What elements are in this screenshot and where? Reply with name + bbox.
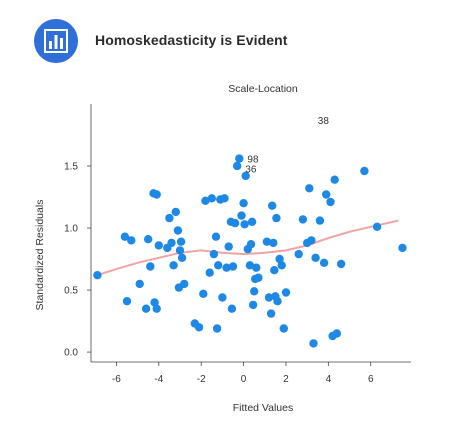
data-point bbox=[315, 216, 325, 225]
data-point bbox=[228, 262, 238, 271]
data-point bbox=[247, 217, 257, 226]
data-point bbox=[250, 287, 259, 296]
data-point bbox=[169, 261, 178, 270]
data-point bbox=[273, 297, 282, 306]
data-point bbox=[175, 246, 185, 255]
data-point bbox=[199, 289, 208, 298]
data-point bbox=[214, 261, 223, 270]
data-point bbox=[305, 184, 314, 193]
data-point bbox=[205, 268, 214, 277]
data-point bbox=[209, 249, 219, 259]
data-point bbox=[207, 194, 216, 203]
y-tick-label: 1.5 bbox=[64, 162, 78, 173]
data-point bbox=[93, 271, 102, 280]
data-point bbox=[233, 161, 242, 171]
data-point bbox=[332, 329, 341, 338]
data-point bbox=[277, 261, 286, 270]
x-tick-label: 6 bbox=[368, 374, 374, 385]
chart-title: Scale-Location bbox=[228, 83, 298, 95]
data-point bbox=[239, 199, 248, 208]
data-point bbox=[326, 197, 335, 207]
data-point bbox=[165, 213, 174, 223]
data-point bbox=[279, 324, 288, 333]
y-tick-label: 1.0 bbox=[64, 224, 78, 235]
data-point bbox=[336, 259, 346, 269]
data-point bbox=[235, 154, 244, 163]
data-point bbox=[311, 253, 320, 262]
data-point bbox=[398, 243, 407, 253]
data-point bbox=[173, 226, 183, 235]
data-point bbox=[237, 211, 246, 220]
data-point bbox=[240, 220, 249, 229]
data-point bbox=[144, 235, 153, 244]
point-annotation: 98 bbox=[247, 155, 259, 166]
data-point bbox=[201, 196, 210, 205]
data-point bbox=[241, 171, 250, 181]
data-point bbox=[211, 232, 221, 241]
data-point bbox=[269, 238, 278, 248]
x-tick-label: 2 bbox=[283, 374, 289, 385]
y-tick-label: 0.5 bbox=[64, 286, 78, 297]
smooth-trend-line bbox=[97, 219, 399, 277]
data-point bbox=[176, 237, 186, 246]
data-point bbox=[230, 218, 240, 228]
x-tick-label: 0 bbox=[241, 374, 247, 385]
data-point bbox=[281, 288, 291, 297]
page-header: Homoskedasticity is Evident bbox=[0, 0, 474, 80]
data-point bbox=[224, 242, 233, 251]
bar-chart-icon bbox=[34, 19, 78, 63]
data-point bbox=[254, 273, 263, 282]
x-tick-label: -2 bbox=[197, 374, 206, 385]
data-point bbox=[220, 194, 229, 203]
point-annotation: 36 bbox=[245, 165, 257, 176]
x-tick-label: -6 bbox=[112, 374, 121, 385]
data-point bbox=[266, 309, 276, 318]
data-point bbox=[218, 293, 227, 302]
data-point bbox=[141, 304, 151, 313]
data-point bbox=[127, 236, 136, 245]
data-point bbox=[245, 261, 255, 270]
data-point bbox=[248, 300, 258, 310]
data-point bbox=[135, 279, 144, 289]
data-point bbox=[190, 319, 199, 328]
data-point bbox=[270, 266, 279, 275]
data-point bbox=[298, 215, 308, 224]
data-point bbox=[268, 201, 277, 210]
data-point bbox=[150, 298, 159, 307]
data-point bbox=[262, 237, 272, 246]
data-point bbox=[307, 236, 316, 245]
data-point bbox=[152, 190, 161, 199]
data-point bbox=[171, 207, 180, 217]
data-point bbox=[252, 263, 261, 272]
data-point bbox=[177, 253, 187, 262]
data-point bbox=[146, 262, 155, 271]
data-point bbox=[246, 240, 256, 249]
data-point bbox=[122, 297, 132, 306]
data-point bbox=[264, 293, 274, 302]
data-point bbox=[322, 190, 331, 199]
data-point bbox=[294, 249, 303, 259]
data-point bbox=[180, 279, 189, 289]
data-point bbox=[167, 238, 176, 248]
data-point bbox=[154, 241, 163, 250]
y-axis-label: Standardized Residuals bbox=[34, 200, 46, 311]
x-axis-label: Fitted Values bbox=[233, 402, 294, 414]
data-point bbox=[212, 324, 222, 333]
data-point bbox=[227, 304, 237, 313]
data-point bbox=[222, 263, 231, 272]
x-tick-label: -4 bbox=[154, 374, 163, 385]
data-point bbox=[120, 232, 130, 241]
data-point bbox=[360, 166, 369, 176]
data-point bbox=[330, 175, 339, 184]
x-tick-label: 4 bbox=[326, 374, 332, 385]
point-annotation: 38 bbox=[318, 116, 330, 127]
data-point bbox=[372, 222, 382, 231]
data-point bbox=[272, 213, 281, 223]
data-point bbox=[319, 258, 329, 267]
page-title: Homoskedasticity is Evident bbox=[95, 32, 288, 48]
y-tick-label: 0.0 bbox=[64, 348, 78, 359]
data-point bbox=[309, 339, 318, 348]
